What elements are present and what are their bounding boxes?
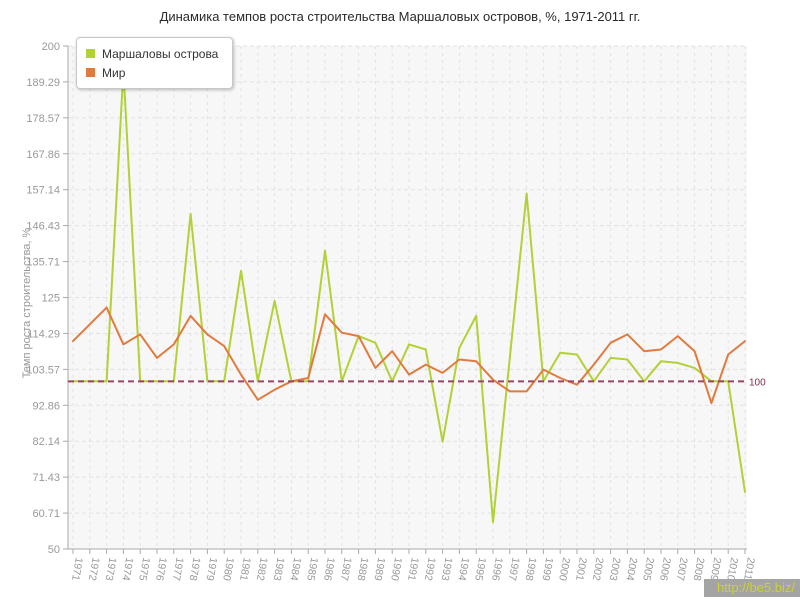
x-axis-tick-label: 2001 <box>573 556 589 581</box>
x-axis-tick-label: 2003 <box>607 556 623 581</box>
legend-label-world: Мир <box>102 65 126 80</box>
series-line-marshall-islands <box>72 68 746 524</box>
legend-item-world: Мир <box>86 63 218 82</box>
x-axis-tick-label: 2006 <box>657 556 673 581</box>
y-axis-tick-label: 114.29 <box>27 328 60 340</box>
x-axis-tick-label: 1986 <box>321 556 337 581</box>
x-axis-tick-label: 2002 <box>590 556 606 581</box>
y-axis-tick-label: 103.57 <box>26 364 60 376</box>
x-axis-tick-label: 1999 <box>539 556 555 581</box>
legend: Маршаловы острова Мир <box>76 37 234 89</box>
x-axis-tick-label: 2005 <box>640 556 656 581</box>
y-axis-tick-label: 157.14 <box>26 185 60 197</box>
x-axis-tick-label: 2011 <box>741 556 757 580</box>
x-axis-tick-label: 1993 <box>439 556 455 581</box>
x-axis-tick-label: 1991 <box>405 556 421 581</box>
x-axis-tick-label: 1988 <box>355 556 371 581</box>
x-axis-tick-label: 2004 <box>623 556 639 581</box>
series-line-world <box>72 306 746 405</box>
x-axis-tick-label: 2000 <box>556 556 572 581</box>
y-axis-tick-label: 189.29 <box>26 77 60 89</box>
x-axis-tick-label: 1983 <box>271 556 287 581</box>
x-axis-tick-label: 2008 <box>691 556 707 581</box>
x-axis-tick-label: 1987 <box>338 556 354 581</box>
x-axis-tick-label: 1981 <box>237 556 253 581</box>
reference-line-label: 100 <box>749 377 766 388</box>
y-axis-tick-label: 50 <box>48 544 60 556</box>
x-axis-tick-label: 1979 <box>203 556 219 581</box>
x-axis-tick-label: 1976 <box>153 556 169 581</box>
x-axis-tick-label: 1972 <box>86 556 102 581</box>
x-axis-tick-label: 1982 <box>254 556 270 581</box>
y-axis-tick-label: 167.86 <box>26 149 60 161</box>
y-axis-label: Темп роста строительства, % <box>21 227 33 379</box>
x-axis-tick-label: 2007 <box>674 556 690 581</box>
x-axis-tick-label: 1995 <box>472 556 488 581</box>
x-axis-tick-label: 1978 <box>187 556 203 581</box>
x-axis-tick-label: 1990 <box>388 556 404 581</box>
y-axis-tick-label: 82.14 <box>32 436 60 448</box>
x-axis-tick-label: 1998 <box>523 556 539 581</box>
x-axis-tick-label: 2009 <box>707 556 723 581</box>
y-axis-tick-label: 200 <box>42 41 60 53</box>
legend-item-marshall-islands: Маршаловы острова <box>86 44 218 63</box>
x-axis-tick-label: 1985 <box>304 556 320 581</box>
x-axis-tick-label: 1984 <box>287 556 303 581</box>
y-axis-tick-label: 71.43 <box>32 472 60 484</box>
x-axis-tick-label: 2010 <box>724 556 740 581</box>
y-axis-tick-label: 92.86 <box>32 400 60 412</box>
x-axis-tick-label: 1973 <box>103 556 119 581</box>
x-axis-tick-label: 1974 <box>119 556 135 581</box>
legend-swatch-marshall-icon <box>86 49 95 58</box>
y-axis-tick-label: 146.43 <box>26 221 60 233</box>
y-axis-tick-label: 135.71 <box>26 257 60 269</box>
x-axis-tick-label: 1997 <box>506 556 522 581</box>
y-axis-tick-label: 178.57 <box>26 113 60 125</box>
y-axis-tick-label: 125 <box>42 293 60 305</box>
legend-swatch-world-icon <box>86 68 95 77</box>
legend-label-marshall-islands: Маршаловы острова <box>102 46 219 61</box>
chart-title: Динамика темпов роста строительства Марш… <box>159 9 641 24</box>
x-axis-tick-label: 1977 <box>170 556 186 581</box>
x-axis-tick-label: 1971 <box>69 556 85 581</box>
watermark-link[interactable]: http://be5.biz/ <box>703 579 800 597</box>
x-axis-tick-label: 1980 <box>220 556 236 581</box>
x-axis-tick-label: 1975 <box>136 556 152 581</box>
x-axis-tick-label: 1994 <box>455 556 471 581</box>
x-axis-tick-label: 1992 <box>422 556 438 581</box>
x-axis-tick-label: 1996 <box>489 556 505 581</box>
y-axis-tick-label: 60.71 <box>32 508 60 520</box>
x-axis-tick-label: 1989 <box>371 556 387 581</box>
